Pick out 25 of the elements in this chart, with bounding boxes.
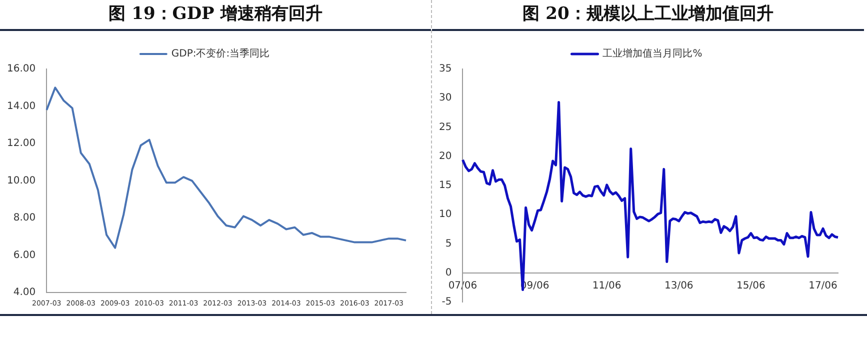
x-tick-label: 15/06 — [736, 280, 766, 292]
legend-label: 工业增加值当月同比% — [602, 48, 702, 60]
y-tick-label: 4.00 — [13, 287, 36, 298]
y-tick-label: 30 — [438, 92, 452, 104]
chart-title: 图 19：GDP 增速稍有回升 — [0, 0, 431, 31]
y-tick-label: 15 — [438, 180, 452, 192]
x-tick-label: 13/06 — [664, 280, 694, 292]
y-tick-label: 10.00 — [6, 175, 36, 186]
y-tick-label: 14.00 — [6, 100, 36, 112]
y-tick-label: 0 — [445, 267, 452, 278]
y-tick-label: 20 — [438, 150, 452, 162]
x-tick-label: 17/06 — [808, 280, 838, 292]
y-tick-label: 8.00 — [13, 212, 36, 224]
y-tick-label: 12.00 — [6, 138, 36, 150]
x-tick-label: 11/06 — [592, 280, 622, 292]
legend-label: GDP:不变价:当季同比 — [171, 48, 270, 60]
y-tick-label: 16.00 — [6, 64, 36, 75]
chart-title: 图 20：规模以上工业增加值回升 — [432, 0, 864, 31]
x-tick-label: 07/06 — [448, 280, 478, 292]
y-tick-label: -5 — [442, 296, 452, 308]
y-tick-label: 25 — [438, 122, 452, 133]
y-tick-label: 10 — [438, 209, 452, 220]
y-tick-label: 35 — [438, 64, 452, 75]
y-tick-label: 5 — [445, 238, 452, 250]
y-tick-label: 6.00 — [13, 250, 36, 261]
